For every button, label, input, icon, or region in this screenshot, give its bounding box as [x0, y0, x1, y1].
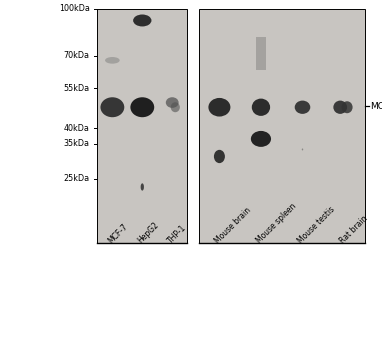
- Ellipse shape: [302, 148, 303, 150]
- Text: Mouse testis: Mouse testis: [296, 204, 337, 245]
- Bar: [97, 9, 187, 243]
- Ellipse shape: [342, 101, 353, 113]
- Ellipse shape: [252, 99, 270, 116]
- Text: 35kDa: 35kDa: [64, 139, 90, 148]
- Ellipse shape: [105, 57, 120, 64]
- Ellipse shape: [133, 14, 151, 27]
- Text: THP-1: THP-1: [166, 223, 188, 245]
- Ellipse shape: [166, 97, 179, 108]
- Text: MORF4L1: MORF4L1: [371, 102, 382, 111]
- Ellipse shape: [214, 150, 225, 163]
- Text: Mouse brain: Mouse brain: [213, 205, 253, 245]
- Ellipse shape: [262, 139, 264, 141]
- Text: HepG2: HepG2: [136, 220, 160, 245]
- Text: 40kDa: 40kDa: [64, 124, 90, 133]
- Text: Rat brain: Rat brain: [338, 214, 369, 245]
- Text: MCF-7: MCF-7: [106, 222, 129, 245]
- Text: 55kDa: 55kDa: [64, 84, 90, 93]
- Ellipse shape: [333, 100, 347, 114]
- Ellipse shape: [251, 131, 271, 147]
- Ellipse shape: [171, 102, 180, 112]
- Text: 100kDa: 100kDa: [59, 4, 90, 13]
- Ellipse shape: [141, 183, 144, 191]
- Bar: [199, 9, 365, 243]
- Ellipse shape: [100, 97, 124, 117]
- Bar: [256, 37, 265, 70]
- Ellipse shape: [130, 97, 154, 117]
- Text: 70kDa: 70kDa: [64, 51, 90, 60]
- Text: 25kDa: 25kDa: [64, 174, 90, 183]
- Ellipse shape: [209, 98, 230, 117]
- Ellipse shape: [295, 100, 310, 114]
- Text: Mouse spleen: Mouse spleen: [254, 202, 298, 245]
